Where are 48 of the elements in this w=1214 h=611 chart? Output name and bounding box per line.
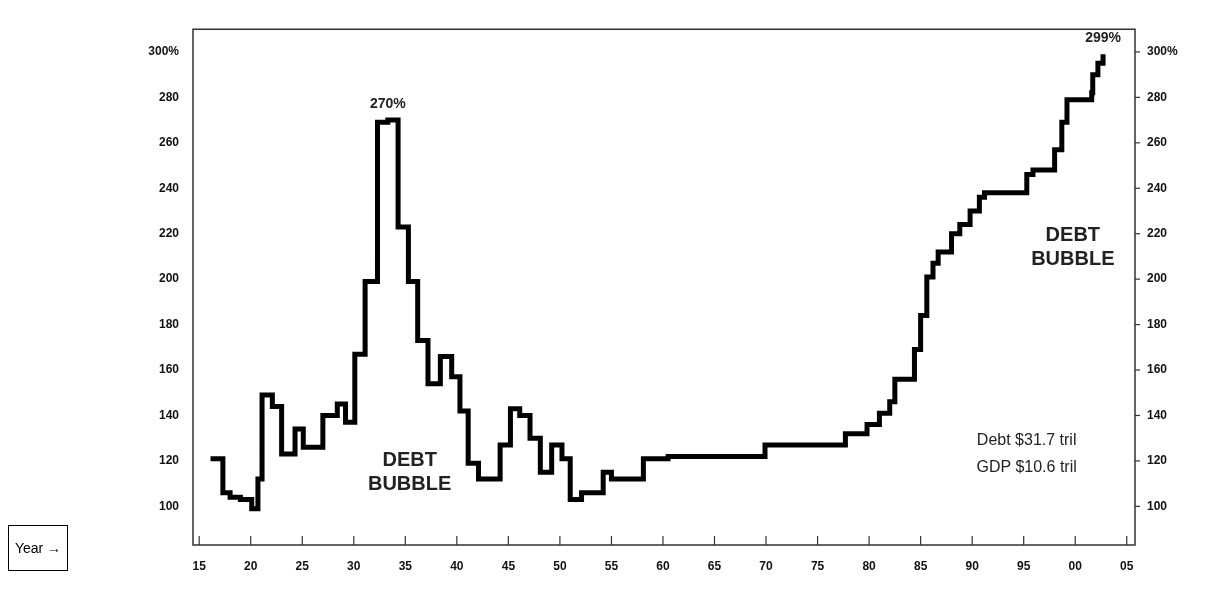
y-tick-label: 240 [1147,180,1168,195]
text: Year → [8,525,68,571]
annotation: Debt $31.7 tril [976,430,1077,448]
x-tick-label: 40 [450,558,464,573]
x-tick-label: 15 [192,558,207,573]
y2-tick-label: 220 [158,226,180,241]
y-tick-label: 160 [1147,362,1168,377]
y-tick-label: 180 [1147,316,1168,331]
x-tick-label: 00 [1068,558,1083,573]
x-tick-label: 85 [913,558,928,573]
y2-tick-label: 280 [158,89,180,104]
annotation: 299% [1085,29,1122,46]
x-tick-label: 90 [965,558,980,573]
y2-tick-label: 180 [158,316,180,331]
x-tick-label: 20 [244,558,258,573]
annotation: 270% [369,95,407,112]
x-tick-label: 05 [1120,558,1134,573]
x-tick-label: 80 [862,558,877,573]
y2-tick-label: 240 [158,180,180,195]
x-tick-label: 60 [656,558,670,573]
annotation: DEBT BUBBLE [1031,222,1115,269]
y2-tick-label: 140 [158,407,180,422]
y-tick-label: 260 [1147,135,1168,150]
annotation: GDP $10.6 tril [976,457,1077,475]
y-tick-label: 300% [1147,44,1179,59]
y2-tick-label: 300% [148,44,180,59]
x-tick-label: 70 [759,558,774,573]
y2-tick-label: 160 [158,362,180,377]
x-tick-label: 30 [347,558,361,573]
x-tick-label: 35 [398,558,413,573]
y2-tick-label: 200 [158,271,180,286]
y-tick-label: 200 [1147,271,1168,286]
y-tick-label: 120 [1147,453,1168,468]
y-tick-label: 100 [1147,498,1168,513]
y-tick-label: 140 [1147,407,1168,422]
y2-tick-label: 120 [158,453,180,468]
y-tick-label: 220 [1147,226,1168,241]
y-tick-label: 280 [1147,89,1168,104]
x-tick-label: 50 [553,558,567,573]
x-tick-label: 55 [604,558,619,573]
x-tick-label: 25 [295,558,310,573]
x-tick-label: 75 [810,558,825,573]
x-tick-label: 45 [501,558,516,573]
annotation: DEBT BUBBLE [367,448,452,495]
y2-tick-label: 260 [158,135,180,150]
x-tick-label: 65 [707,558,722,573]
x-tick-label: 95 [1017,558,1031,573]
y2-tick-label: 100 [158,498,180,513]
